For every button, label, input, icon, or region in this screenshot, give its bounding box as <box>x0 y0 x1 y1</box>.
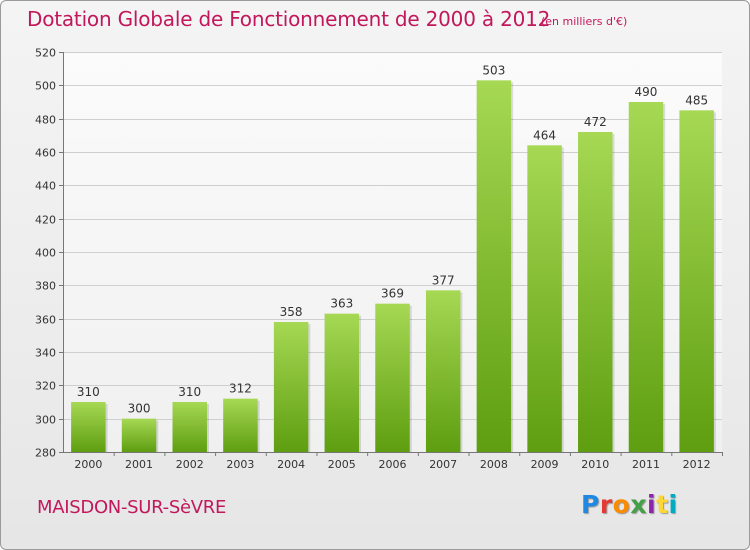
x-tick-label-2011: 2011 <box>632 458 660 471</box>
logo-letter: o <box>612 490 631 519</box>
data-label-2005: 363 <box>330 297 353 311</box>
x-tick-label-2005: 2005 <box>328 458 356 471</box>
data-label-2007: 377 <box>432 273 455 287</box>
logo-letter: x <box>630 490 647 519</box>
x-tick-label-2009: 2009 <box>531 458 559 471</box>
x-tick-label-2000: 2000 <box>74 458 102 471</box>
logo-letter: i <box>647 490 657 519</box>
y-tick-label: 500 <box>35 80 56 93</box>
commune-name: MAISDON-SUR-SèVRE <box>37 497 227 518</box>
logo-letter: r <box>599 490 613 519</box>
bar-2000 <box>71 402 106 452</box>
logo-letter: t <box>656 490 669 519</box>
x-tick-label-2006: 2006 <box>379 458 407 471</box>
y-tick-label: 400 <box>35 247 56 260</box>
y-tick-label: 380 <box>35 280 56 293</box>
chart-title: Dotation Globale de Fonctionnement de 20… <box>27 7 551 31</box>
y-tick-label: 460 <box>35 147 56 160</box>
y-tick-label: 480 <box>35 114 56 127</box>
bar-2009 <box>527 145 562 453</box>
y-tick-label: 520 <box>35 47 56 60</box>
chart-unit-note: (en milliers d'€) <box>541 15 628 28</box>
y-tick-label: 320 <box>35 380 56 393</box>
logo-letter: P <box>581 490 600 519</box>
x-tick-label-2007: 2007 <box>429 458 457 471</box>
data-label-2010: 472 <box>584 115 607 129</box>
bar-2011 <box>628 102 664 452</box>
x-tick-label-2012: 2012 <box>683 458 711 471</box>
data-label-2008: 503 <box>482 63 505 77</box>
bar-2003 <box>223 398 258 452</box>
data-label-2006: 369 <box>381 287 404 301</box>
bar-2008 <box>476 80 512 452</box>
x-tick-label-2001: 2001 <box>125 458 153 471</box>
proxiti-logo: Proxiti <box>581 490 678 519</box>
bar-2005 <box>324 313 360 452</box>
y-tick-label: 420 <box>35 214 56 227</box>
data-label-2012: 485 <box>685 93 708 107</box>
data-label-2011: 490 <box>635 85 658 99</box>
y-tick-label: 300 <box>35 414 56 427</box>
bar-2006 <box>375 303 410 452</box>
data-label-2003: 312 <box>229 382 252 396</box>
x-tick-label-2004: 2004 <box>277 458 305 471</box>
y-tick-label: 280 <box>35 447 56 460</box>
y-tick-label: 360 <box>35 314 56 327</box>
bar-2004 <box>273 322 309 452</box>
data-label-2000: 310 <box>77 385 100 399</box>
x-tick-label-2002: 2002 <box>176 458 204 471</box>
x-tick-label-2008: 2008 <box>480 458 508 471</box>
bar-2007 <box>425 290 461 452</box>
bar-2001 <box>121 418 157 452</box>
bar-2012 <box>679 110 714 452</box>
data-label-2004: 358 <box>280 305 303 319</box>
data-label-2001: 300 <box>128 402 151 416</box>
bar-2002 <box>172 402 207 452</box>
bar-2010 <box>578 132 613 452</box>
logo-letter: i <box>668 490 678 519</box>
x-tick-label-2010: 2010 <box>581 458 609 471</box>
data-label-2009: 464 <box>533 128 556 142</box>
data-label-2002: 310 <box>178 385 201 399</box>
y-tick-label: 440 <box>35 180 56 193</box>
y-tick-label: 340 <box>35 347 56 360</box>
x-tick-label-2003: 2003 <box>226 458 254 471</box>
